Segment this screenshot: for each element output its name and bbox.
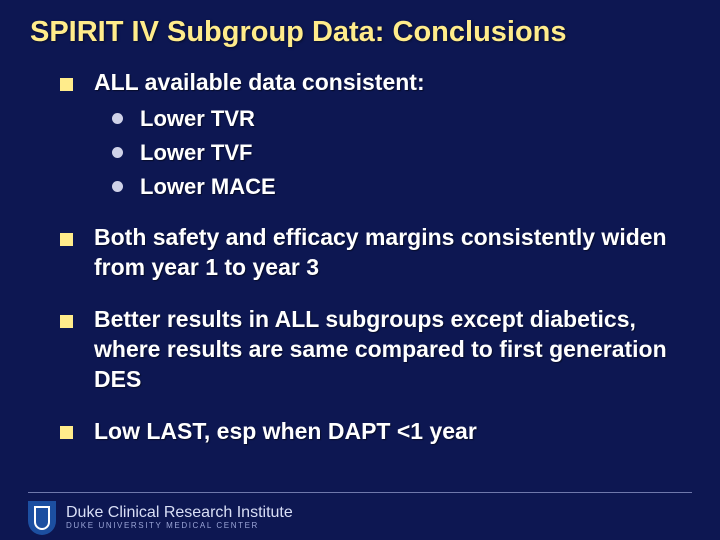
sub-bullet-list: Lower TVR Lower TVF Lower MACE (112, 104, 690, 201)
footer: Duke Clinical Research Institute DUKE UN… (0, 492, 720, 540)
sub-bullet-item: Lower TVF (112, 138, 690, 168)
footer-divider (28, 492, 692, 493)
bullet-item: Low LAST, esp when DAPT <1 year (60, 417, 690, 447)
footer-logo-text: Duke Clinical Research Institute DUKE UN… (66, 505, 293, 530)
bullet-text: ALL available data consistent: (94, 69, 425, 95)
sub-bullet-item: Lower MACE (112, 172, 690, 202)
bullet-text: Both safety and efficacy margins consist… (94, 224, 667, 280)
bullet-item: Both safety and efficacy margins consist… (60, 223, 690, 283)
footer-line2: DUKE UNIVERSITY MEDICAL CENTER (66, 522, 293, 530)
bullet-text: Better results in ALL subgroups except d… (94, 306, 667, 392)
footer-line1: Duke Clinical Research Institute (66, 505, 293, 522)
bullet-text: Low LAST, esp when DAPT <1 year (94, 418, 477, 444)
shield-icon (28, 501, 56, 535)
sub-bullet-item: Lower TVR (112, 104, 690, 134)
slide: SPIRIT IV Subgroup Data: Conclusions ALL… (0, 0, 720, 540)
bullet-list: ALL available data consistent:Lower TVRL… (60, 68, 690, 446)
bullet-item: ALL available data consistent:Lower TVRL… (60, 68, 690, 201)
slide-title: SPIRIT IV Subgroup Data: Conclusions (30, 14, 690, 50)
bullet-item: Better results in ALL subgroups except d… (60, 305, 690, 395)
